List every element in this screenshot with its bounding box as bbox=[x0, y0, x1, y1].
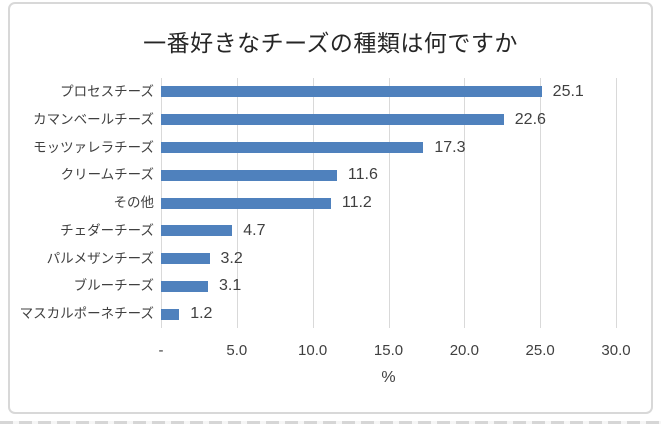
value-label: 17.3 bbox=[434, 138, 466, 156]
bar bbox=[161, 141, 424, 153]
value-label: 11.2 bbox=[341, 194, 372, 212]
chart-title: 一番好きなチーズの種類は何ですか bbox=[143, 30, 518, 56]
value-label: 11.6 bbox=[347, 166, 378, 184]
bar bbox=[161, 197, 331, 209]
category-label: クリームチーズ bbox=[60, 167, 154, 183]
category-label: その他 bbox=[113, 195, 155, 211]
category-label: ブルーチーズ bbox=[73, 278, 154, 294]
category-label: カマンベールチーズ bbox=[33, 111, 154, 127]
value-label: 25.1 bbox=[552, 83, 584, 100]
x-tick-label: 5.0 bbox=[226, 342, 248, 359]
x-tick-label: 15.0 bbox=[373, 342, 404, 359]
category-label: モッツァレラチーズ bbox=[33, 139, 154, 155]
value-label: 22.6 bbox=[514, 110, 546, 128]
value-label: 1.2 bbox=[190, 305, 213, 323]
x-tick-label: - bbox=[158, 342, 164, 359]
plot-area: - 5.0 10.0 15.0 20.0 25.0 30.0 プロセスチーズ 25.1 カマンベー… bbox=[10, 4, 651, 412]
category-label: チェダーチーズ bbox=[60, 222, 154, 238]
x-tick-label: 20.0 bbox=[449, 342, 479, 359]
value-label: 4.7 bbox=[243, 221, 266, 239]
value-label: 3.2 bbox=[220, 249, 243, 267]
bar bbox=[161, 280, 209, 292]
category-label: プロセスチーズ bbox=[60, 84, 154, 99]
x-tick-label: 10.0 bbox=[298, 342, 328, 359]
bar bbox=[161, 308, 180, 320]
x-tick-label: 25.0 bbox=[525, 342, 555, 359]
value-label: 3.1 bbox=[219, 277, 242, 295]
bar bbox=[161, 114, 504, 126]
bar bbox=[161, 225, 233, 237]
x-axis-title: % bbox=[381, 369, 396, 386]
bar bbox=[161, 86, 542, 98]
bar bbox=[161, 253, 210, 265]
gridline bbox=[616, 78, 617, 328]
bar bbox=[161, 169, 337, 181]
category-label: マスカルポーネチーズ bbox=[19, 306, 154, 322]
gridline bbox=[388, 78, 390, 328]
chart-frame: 一番好きなチーズの種類は何ですか - 5.0 10.0 15.0 20.0 25.0 30.… bbox=[8, 2, 653, 414]
gridline bbox=[464, 78, 466, 328]
category-label: パルメザンチーズ bbox=[46, 250, 154, 266]
gridline bbox=[540, 78, 542, 328]
x-tick-label: 30.0 bbox=[601, 342, 631, 359]
